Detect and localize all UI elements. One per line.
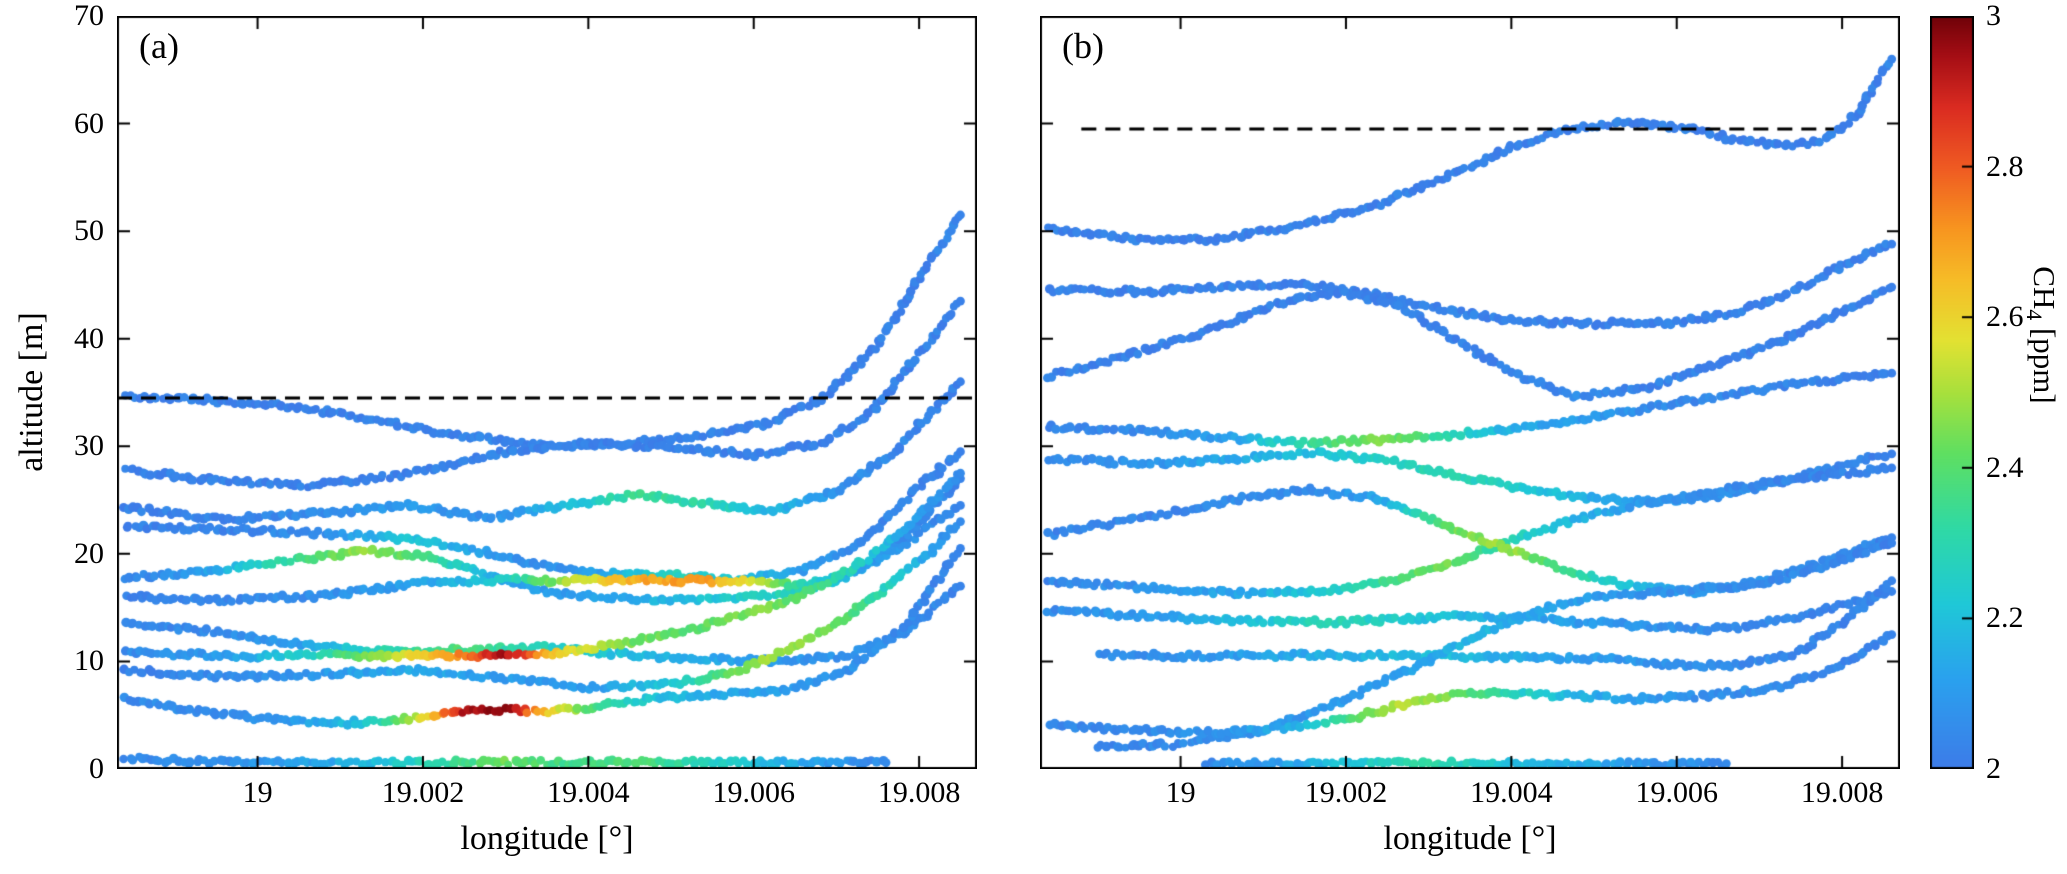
panel-b-canvas: [1040, 16, 1900, 769]
colorbar-label-suffix: [ppm]: [2026, 320, 2062, 404]
panel-b-x-axis-label: longitude [°]: [1383, 820, 1557, 857]
colorbar-tick-label: 2.4: [1986, 450, 2024, 484]
colorbar-tick-label: 2.8: [1986, 149, 2024, 183]
colorbar-tick-label: 2: [1986, 752, 2001, 785]
x-tick-label: 19.008: [877, 776, 961, 809]
colorbar-label-subscript: 4: [2021, 309, 2046, 321]
y-tick-label: 60: [74, 106, 104, 140]
y-tick-label: 50: [74, 214, 104, 248]
x-tick-label: 19: [1165, 776, 1196, 809]
y-tick-label: 30: [74, 429, 104, 463]
y-tick-label: 20: [74, 536, 104, 570]
x-tick-label: 19.006: [712, 776, 795, 809]
colorbar-label: CH4 [ppm]: [2021, 266, 2062, 404]
y-tick-label: 40: [74, 321, 104, 355]
y-tick-label: 10: [74, 644, 104, 678]
colorbar-tick-label: 2.2: [1986, 601, 2024, 635]
panel-b-letter: (b): [1062, 26, 1104, 66]
panel-a-canvas: [117, 16, 977, 769]
x-tick-label: 19.006: [1635, 776, 1718, 809]
x-tick-label: 19.004: [1470, 776, 1553, 809]
x-tick-label: 19.008: [1800, 776, 1884, 809]
y-tick-label: 0: [89, 752, 104, 785]
panel-a-x-axis-label: longitude [°]: [460, 820, 634, 857]
colorbar-canvas: [1930, 16, 1974, 769]
x-tick-label: 19.002: [1304, 776, 1388, 809]
colorbar-tick-label: 2.6: [1986, 300, 2024, 334]
colorbar-label-prefix: CH: [2026, 266, 2062, 310]
x-tick-label: 19: [242, 776, 273, 809]
panel-a-letter: (a): [139, 26, 179, 66]
y-tick-label: 70: [74, 0, 104, 32]
colorbar-tick-label: 3: [1986, 0, 2001, 32]
x-tick-label: 19.002: [381, 776, 465, 809]
x-tick-label: 19.004: [547, 776, 630, 809]
